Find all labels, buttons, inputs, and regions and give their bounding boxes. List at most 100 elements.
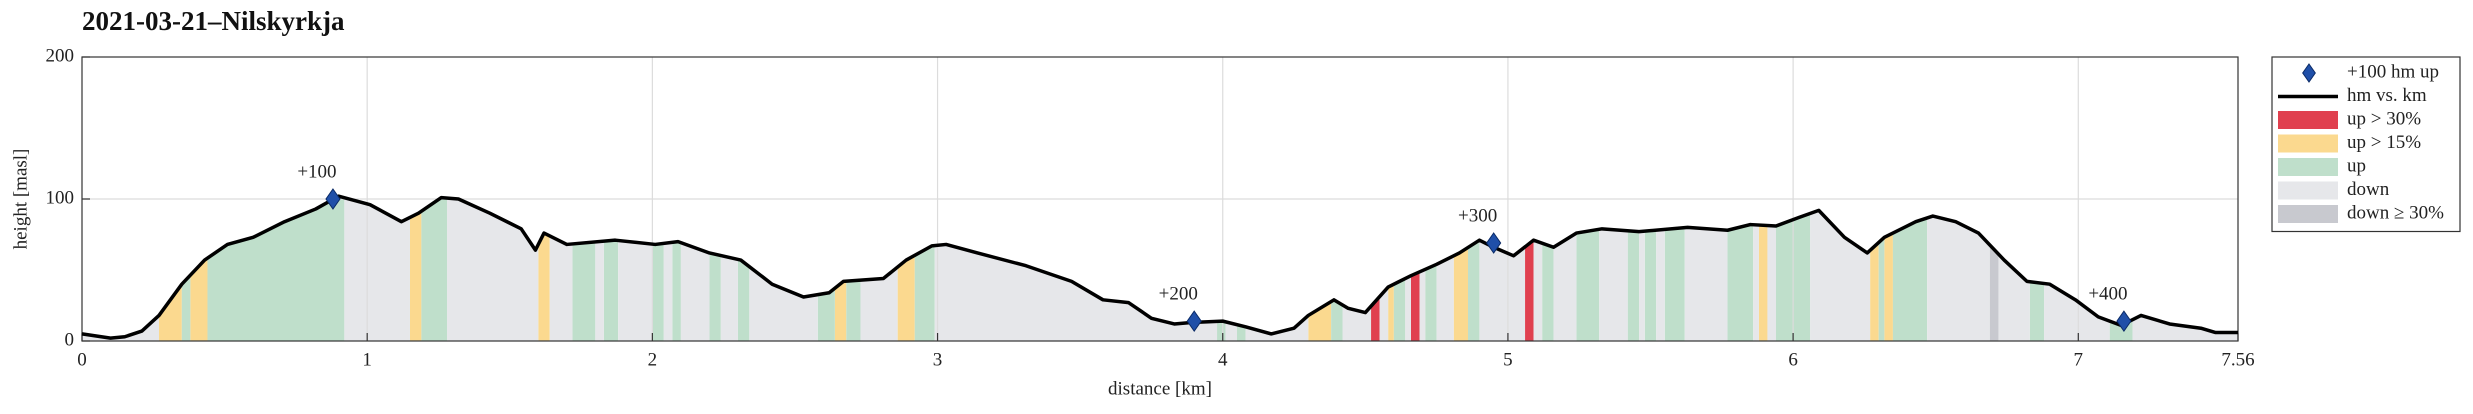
- chart-title: 2021-03-21–Nilskyrkja: [82, 6, 345, 36]
- slope-band: [860, 266, 898, 341]
- slope-band: [1479, 240, 1526, 341]
- slope-band: [1468, 240, 1480, 341]
- slope-band: [1684, 227, 1728, 341]
- x-tick-label: 6: [1788, 349, 1798, 370]
- slope-band: [1870, 242, 1879, 341]
- slope-band: [603, 240, 619, 341]
- slope-band: [1237, 324, 1246, 341]
- legend-swatch: [2278, 111, 2338, 129]
- slope-band: [1758, 225, 1768, 341]
- slope-band: [1453, 247, 1468, 341]
- slope-band: [2029, 281, 2045, 341]
- slope-band: [421, 197, 448, 341]
- slope-band: [1553, 233, 1577, 341]
- legend-label: up: [2347, 155, 2366, 176]
- y-tick-label: 100: [46, 187, 75, 208]
- slope-band: [897, 255, 915, 341]
- slope-band: [572, 241, 596, 341]
- y-tick-label: 200: [46, 45, 75, 66]
- x-tick-label: 0: [77, 349, 87, 370]
- slope-band: [1810, 210, 1871, 341]
- legend-label: down ≥ 30%: [2347, 202, 2444, 223]
- slope-band: [344, 197, 410, 341]
- marker-label: +300: [1458, 205, 1497, 226]
- slope-band: [1664, 227, 1685, 341]
- x-tick-label: 7.56: [2221, 349, 2254, 370]
- slope-band: [159, 284, 182, 341]
- slope-band: [1639, 231, 1645, 341]
- slope-band: [595, 241, 604, 341]
- elevation-line: [81, 194, 2238, 340]
- slope-band: [1927, 216, 1990, 341]
- slope-band: [1878, 237, 1885, 341]
- x-tick-label: 1: [362, 349, 372, 370]
- slope-band: [914, 245, 935, 341]
- slope-band: [1405, 275, 1411, 341]
- slope-band: [1727, 224, 1754, 341]
- slope-band: [1656, 229, 1665, 341]
- marker-label: +400: [2088, 283, 2127, 304]
- slope-band: [1419, 269, 1426, 341]
- climb-marker: [1186, 310, 1202, 332]
- legend-label: hm vs. km: [2347, 85, 2427, 106]
- slope-band: [190, 258, 208, 341]
- slope-band: [680, 242, 710, 341]
- slope-band: [1627, 230, 1640, 341]
- slope-band: [2044, 283, 2110, 341]
- climb-marker: [325, 188, 341, 210]
- slope-band: [1225, 321, 1237, 341]
- slope-band: [834, 281, 847, 341]
- x-tick-label: 3: [933, 349, 943, 370]
- slope-band: [1410, 271, 1420, 341]
- slope-band: [1767, 225, 1776, 341]
- climb-marker: [1486, 232, 1502, 254]
- slope-band: [672, 241, 681, 341]
- slope-band: [1644, 230, 1657, 341]
- legend-label: up > 15%: [2347, 132, 2421, 153]
- slope-band: [1989, 245, 1999, 341]
- slope-band: [549, 235, 573, 341]
- legend-marker: [2302, 63, 2316, 83]
- y-axis-label: height [masl]: [10, 149, 31, 250]
- x-tick-label: 4: [1218, 349, 1228, 370]
- x-tick-label: 5: [1503, 349, 1513, 370]
- x-tick-label: 2: [648, 349, 658, 370]
- slope-band: [1542, 243, 1554, 341]
- slope-band: [82, 315, 159, 341]
- slope-band: [1436, 255, 1454, 341]
- legend-label: down: [2347, 179, 2390, 200]
- legend-swatch: [2278, 158, 2338, 176]
- slope-band: [737, 259, 750, 341]
- legend-swatch: [2278, 181, 2338, 200]
- slope-band: [1388, 284, 1394, 341]
- plot-frame: [81, 56, 2239, 342]
- slope-band: [1884, 233, 1893, 341]
- slope-band: [720, 255, 738, 341]
- slope-band: [181, 275, 191, 341]
- slope-band: [817, 288, 835, 341]
- legend-swatch: [2278, 205, 2338, 223]
- slope-band: [447, 198, 539, 341]
- y-tick-label: 0: [65, 329, 75, 350]
- slope-band: [1393, 278, 1406, 341]
- slope-band: [652, 243, 664, 341]
- x-tick-label: 7: [2074, 349, 2084, 370]
- slope-band: [1425, 264, 1437, 341]
- marker-label: +200: [1159, 283, 1198, 304]
- slope-band: [1379, 287, 1389, 341]
- slope-band: [1217, 321, 1226, 341]
- slope-band: [1245, 315, 1309, 341]
- slope-band: [709, 252, 721, 341]
- slope-band: [749, 266, 818, 341]
- marker-label: +100: [297, 161, 336, 182]
- slope-band: [1599, 228, 1628, 341]
- slope-band: [1892, 217, 1928, 341]
- legend-swatch: [2278, 134, 2338, 153]
- slope-band: [1576, 229, 1600, 341]
- slope-band: [846, 280, 861, 341]
- slope-band: [538, 233, 550, 341]
- legend-label: +100 hm up: [2347, 61, 2439, 82]
- slope-band: [1525, 240, 1534, 341]
- slope-band: [663, 242, 673, 341]
